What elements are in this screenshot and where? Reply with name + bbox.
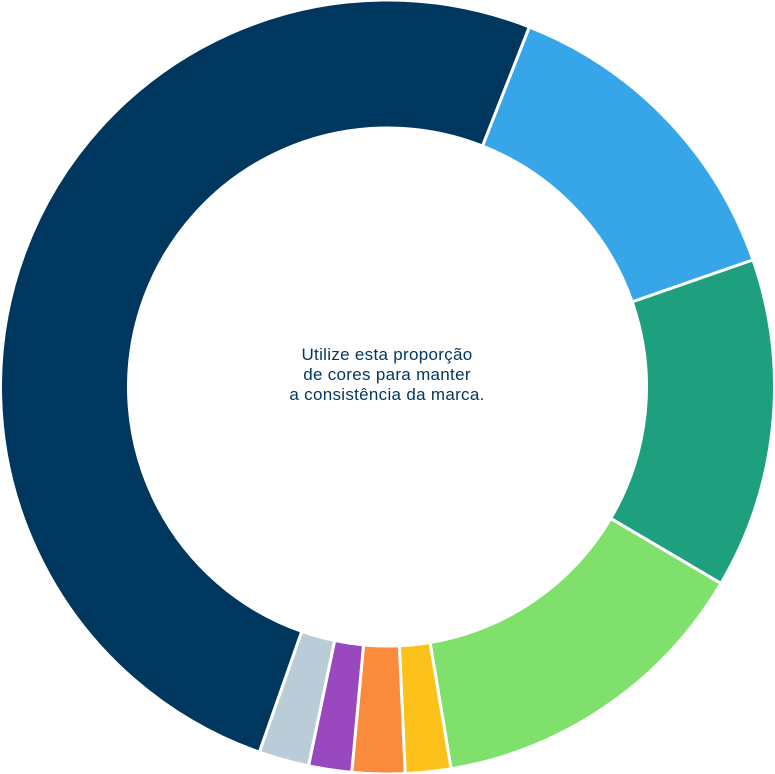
donut-slice-3 [428, 516, 724, 771]
caption-line-1: Utilize esta proporção [301, 345, 473, 364]
donut-slice-1 [480, 24, 755, 304]
caption-line-3: a consistência da marca. [289, 385, 485, 404]
caption-line-2: de cores para manter [303, 365, 471, 384]
center-caption: Utilize esta proporção de cores para man… [187, 345, 587, 405]
donut-slice-8 [0, 0, 532, 755]
